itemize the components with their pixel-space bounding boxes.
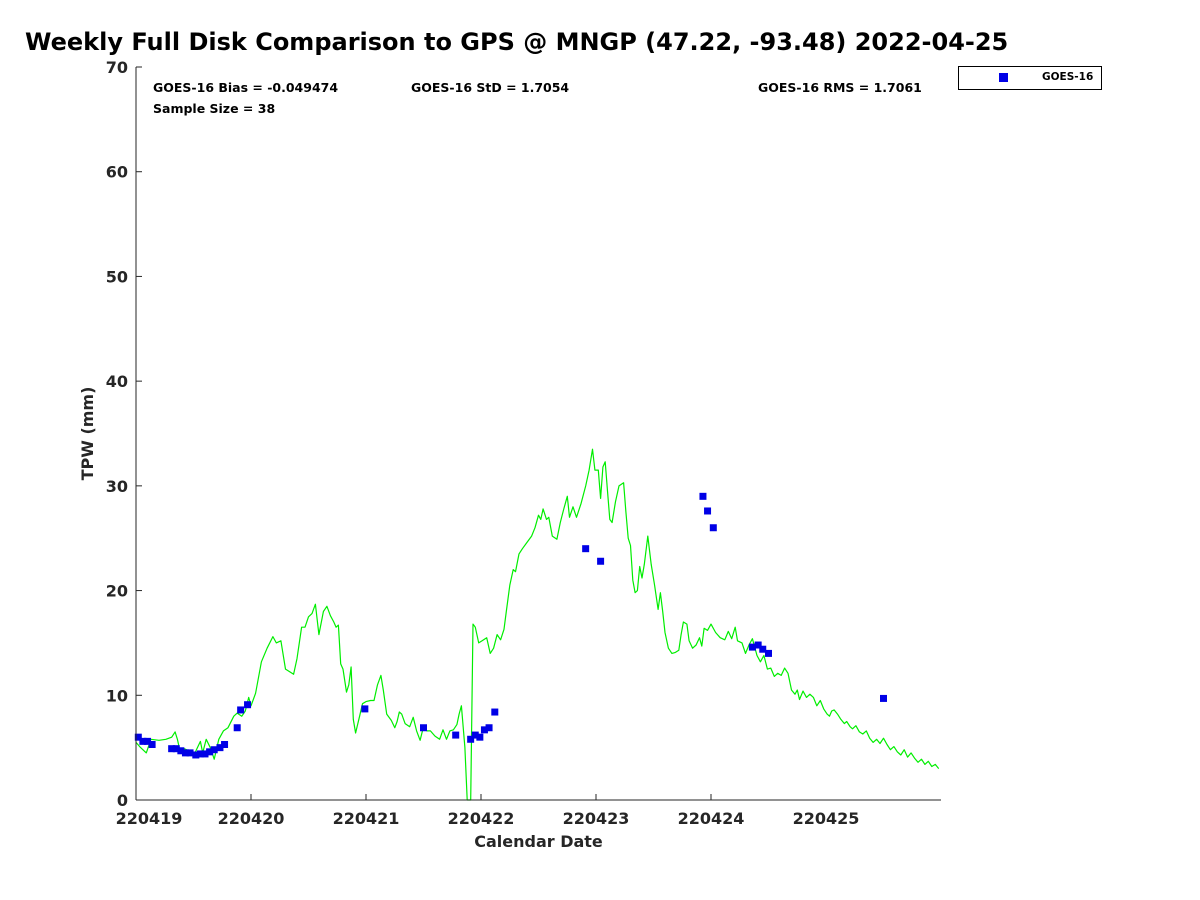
data-point-goes-16 <box>237 706 245 714</box>
data-point-goes-16 <box>201 750 209 758</box>
sample-size-stat: Sample Size = 38 <box>153 101 276 116</box>
x-tick-label: 220420 <box>218 809 285 828</box>
data-point-goes-16 <box>480 726 488 734</box>
series-line-gps <box>135 448 940 801</box>
legend-label-goes16: GOES-16 <box>1042 71 1094 83</box>
x-tick-label: 220423 <box>563 809 630 828</box>
data-point-goes-16 <box>880 694 887 702</box>
x-tick-label: 220424 <box>678 809 745 828</box>
data-point-goes-16 <box>361 705 369 713</box>
y-tick-label: 30 <box>106 477 128 496</box>
std-stat: GOES-16 StD = 1.7054 <box>411 80 570 95</box>
data-point-goes-16 <box>485 724 493 732</box>
x-tick-label: 220422 <box>448 809 515 828</box>
y-tick-label: 10 <box>106 686 128 705</box>
plot-area <box>136 67 941 800</box>
plot-background <box>136 67 941 800</box>
data-point-goes-16 <box>467 735 475 743</box>
data-point-goes-16 <box>233 724 241 732</box>
data-point-goes-16 <box>134 733 142 741</box>
y-tick-label: 0 <box>117 791 128 810</box>
data-point-goes-16 <box>754 641 762 649</box>
data-point-goes-16 <box>148 741 156 749</box>
chart-title: Weekly Full Disk Comparison to GPS @ MNG… <box>25 28 1009 56</box>
data-point-goes-16 <box>597 557 605 565</box>
y-axis-label: TPW (mm) <box>78 387 97 481</box>
data-point-goes-16 <box>196 750 204 758</box>
data-point-goes-16 <box>216 744 224 752</box>
x-tick-label: 220419 <box>116 809 183 828</box>
x-tick-label: 220425 <box>793 809 860 828</box>
data-point-goes-16 <box>748 643 756 651</box>
data-point-goes-16 <box>420 724 427 732</box>
legend: GOES-16 <box>958 66 1102 90</box>
data-point-goes-16 <box>704 507 712 515</box>
data-point-goes-16 <box>186 749 194 757</box>
data-point-goes-16 <box>452 731 460 739</box>
data-point-goes-16 <box>144 737 151 745</box>
x-axis-label: Calendar Date <box>474 832 603 851</box>
y-tick-label: 20 <box>106 582 128 601</box>
data-point-goes-16 <box>471 731 479 739</box>
bias-stat: GOES-16 Bias = -0.049474 <box>153 80 339 95</box>
data-point-goes-16 <box>139 737 147 745</box>
data-point-goes-16 <box>168 745 176 753</box>
legend-marker-goes16 <box>999 73 1008 82</box>
data-point-goes-16 <box>177 747 185 755</box>
axes-layer: 0 10 20 30 40 50 60 70 220419 220420 220421 220422 2… <box>78 58 941 851</box>
data-point-goes-16 <box>172 745 180 753</box>
data-point-goes-16 <box>765 649 772 657</box>
y-tick-label: 70 <box>106 58 128 77</box>
data-point-goes-16 <box>491 708 499 716</box>
y-tick-label: 40 <box>106 372 128 391</box>
data-point-goes-16 <box>221 741 229 749</box>
data-point-goes-16 <box>709 524 717 532</box>
y-tick-label: 60 <box>106 163 128 182</box>
data-point-goes-16 <box>244 701 252 709</box>
data-point-goes-16 <box>476 733 484 741</box>
data-point-goes-16 <box>192 751 200 759</box>
data-point-goes-16 <box>699 492 707 500</box>
rms-stat: GOES-16 RMS = 1.7061 <box>758 80 922 95</box>
y-tick-label: 50 <box>106 267 128 286</box>
data-point-goes-16 <box>210 746 218 754</box>
series-layer <box>134 448 940 801</box>
data-point-goes-16 <box>206 748 214 756</box>
data-point-goes-16 <box>181 749 189 757</box>
data-point-goes-16 <box>582 545 590 553</box>
data-point-goes-16 <box>759 645 767 653</box>
x-tick-label: 220421 <box>333 809 400 828</box>
